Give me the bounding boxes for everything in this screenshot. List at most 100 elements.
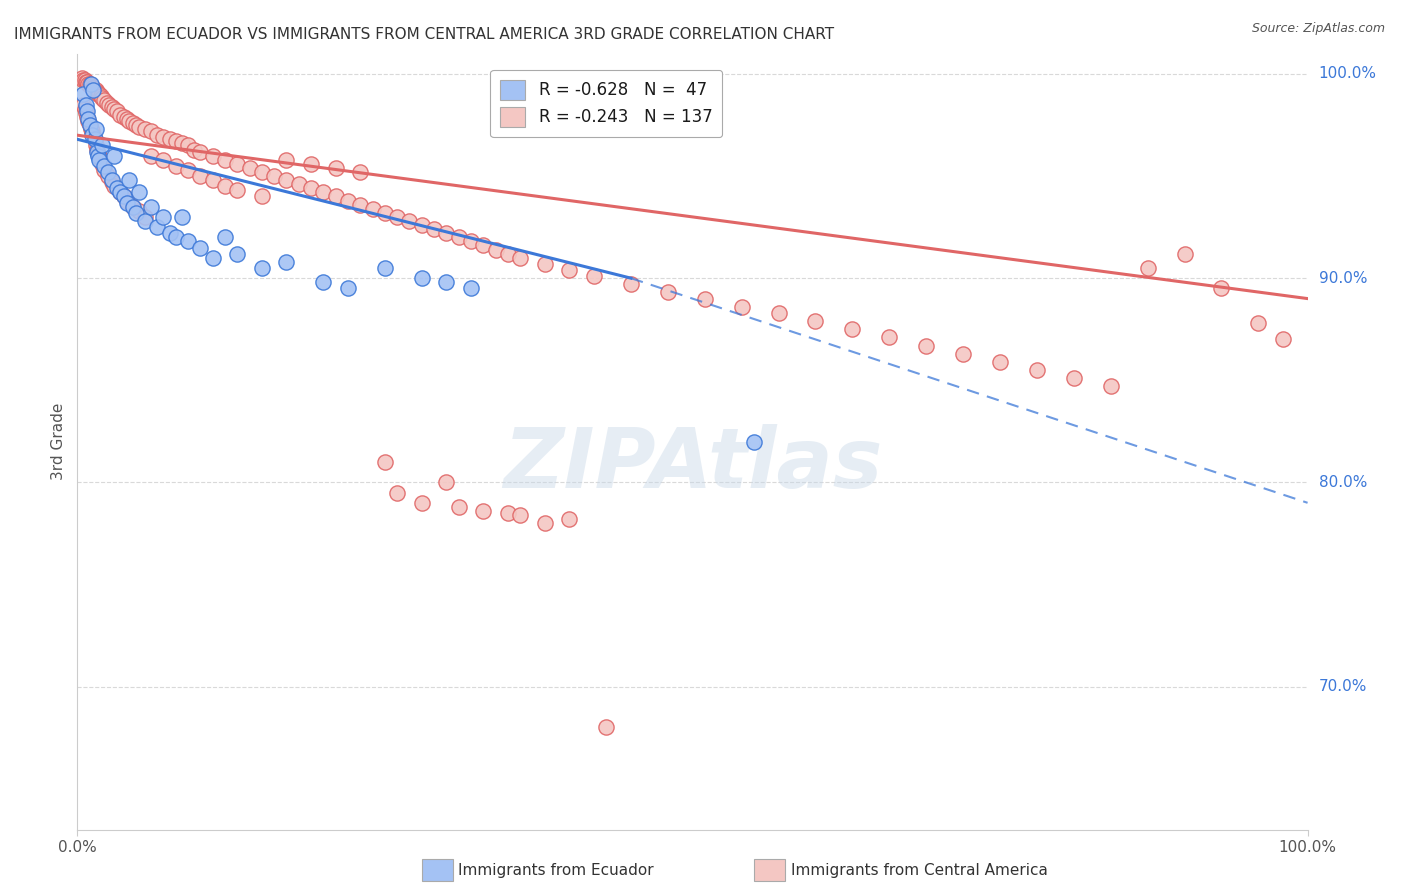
Point (97, 169, 120, 183)
Point (374, 206, 396, 220)
Point (103, 179, 125, 194)
Point (460, 235, 482, 249)
Point (879, 330, 901, 344)
Point (159, 226, 181, 240)
Point (128, 186, 150, 200)
Point (768, 306, 790, 320)
Point (436, 275, 458, 289)
Point (86, 143, 108, 157)
Point (79, 118, 101, 132)
Point (534, 516, 557, 531)
Point (312, 186, 335, 200)
Point (73, 73, 96, 87)
Point (165, 134, 187, 148)
Point (89, 148, 111, 162)
Point (509, 251, 531, 265)
Point (201, 173, 224, 187)
Point (79, 77, 101, 91)
Point (90, 138, 114, 153)
Point (83, 83, 105, 97)
Point (447, 230, 470, 244)
Point (90, 157, 114, 171)
Point (657, 285, 679, 300)
Point (72, 97, 94, 112)
Point (299, 157, 322, 171)
Point (80, 77, 103, 91)
Point (214, 179, 236, 194)
Text: 100.0%: 100.0% (1319, 66, 1376, 81)
Point (146, 128, 169, 143)
Point (93, 94, 115, 108)
Point (77, 77, 100, 91)
Point (276, 255, 298, 269)
Point (89, 153, 111, 167)
Point (411, 271, 433, 285)
Point (361, 202, 384, 216)
Point (1272, 333, 1295, 347)
Point (125, 206, 148, 220)
Point (82, 81, 104, 95)
Point (112, 189, 135, 203)
Point (534, 257, 557, 271)
Point (558, 263, 581, 277)
Point (96, 95, 118, 110)
Point (87, 146, 110, 161)
Point (101, 175, 124, 189)
Point (70, 70, 93, 85)
Point (93, 163, 115, 178)
Point (841, 322, 863, 336)
Point (84, 83, 107, 97)
Point (288, 178, 311, 192)
Point (1026, 363, 1049, 377)
Point (250, 165, 273, 179)
Point (98, 97, 121, 112)
Legend: R = -0.628   N =  47, R = -0.243   N = 137: R = -0.628 N = 47, R = -0.243 N = 137 (491, 70, 723, 137)
Point (299, 181, 322, 195)
Point (75, 97, 97, 112)
Point (110, 108, 132, 122)
Point (101, 173, 124, 187)
Point (1099, 379, 1122, 393)
Point (134, 122, 156, 136)
Point (86, 145, 108, 159)
Point (1136, 260, 1159, 275)
Point (447, 500, 470, 514)
Point (325, 189, 347, 203)
Point (214, 230, 236, 244)
Point (141, 124, 163, 138)
Point (276, 153, 298, 167)
Point (915, 338, 938, 352)
Point (146, 220, 169, 235)
Point (1174, 246, 1197, 260)
Point (87, 148, 110, 162)
Point (188, 169, 212, 183)
Text: Source: ZipAtlas.com: Source: ZipAtlas.com (1251, 22, 1385, 36)
Point (349, 165, 371, 179)
Point (226, 246, 249, 260)
Point (134, 210, 156, 224)
Point (72, 73, 94, 87)
Point (141, 200, 163, 214)
Point (152, 153, 174, 167)
Point (72, 87, 94, 102)
Point (80, 122, 103, 136)
Point (121, 116, 143, 130)
Point (988, 355, 1011, 369)
Point (82, 128, 104, 143)
Point (115, 112, 138, 126)
Point (349, 197, 371, 211)
Point (583, 269, 606, 284)
Point (73, 102, 96, 116)
Point (804, 314, 827, 328)
Point (385, 485, 409, 500)
Point (165, 230, 187, 244)
Point (620, 277, 643, 292)
Text: ZIPAtlas: ZIPAtlas (503, 425, 882, 506)
Point (1247, 316, 1270, 330)
Point (263, 169, 285, 183)
Point (82, 128, 104, 143)
Text: 70.0%: 70.0% (1319, 679, 1367, 694)
Point (93, 159, 115, 173)
Point (177, 138, 200, 153)
Point (436, 226, 458, 240)
